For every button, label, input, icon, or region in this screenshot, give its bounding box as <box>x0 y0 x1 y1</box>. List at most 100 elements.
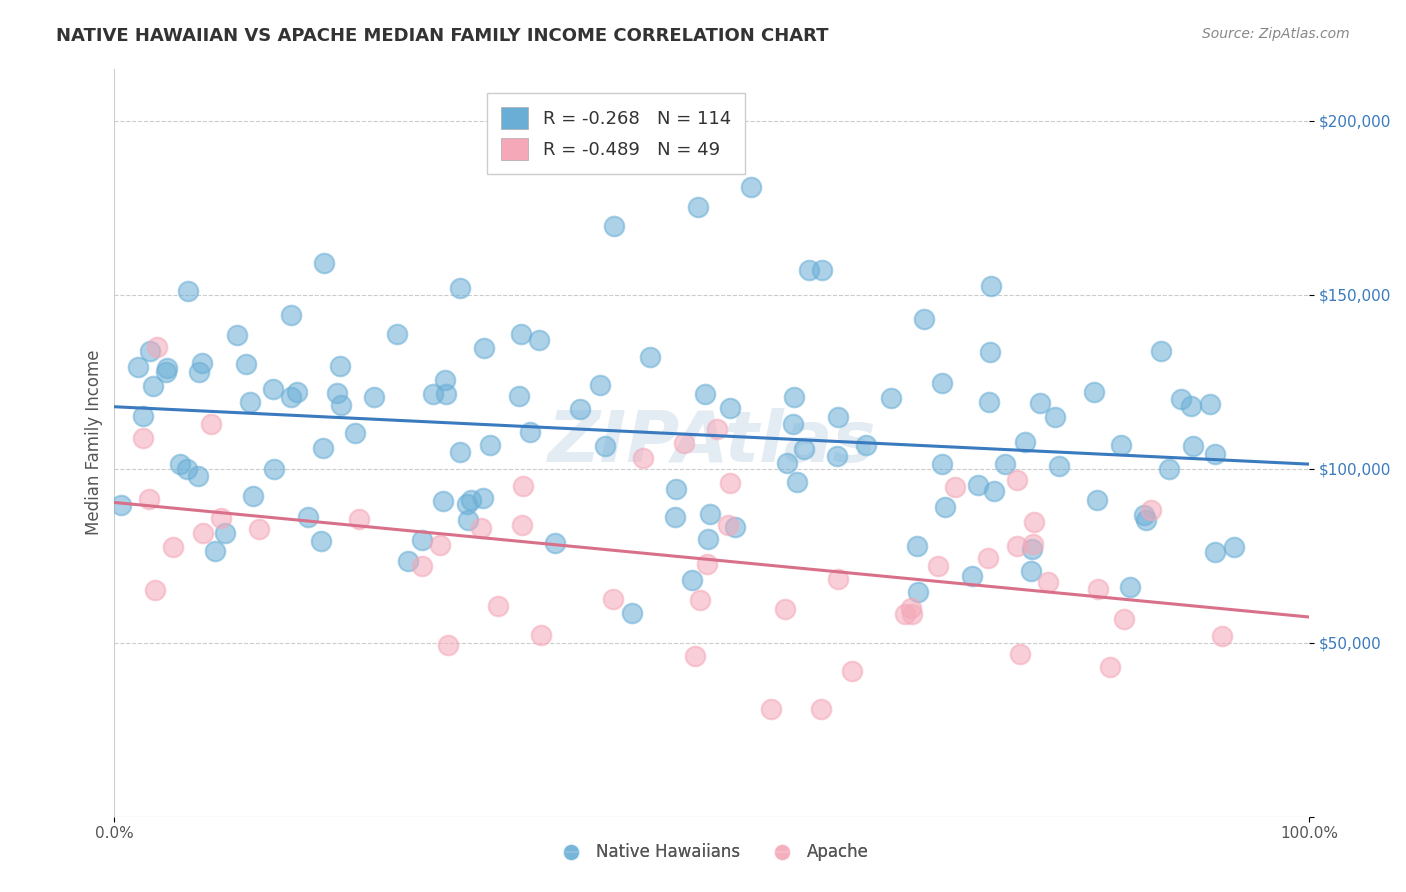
Native Hawaiians <box>460 492 482 507</box>
Apache <box>1022 537 1045 551</box>
Apache <box>512 518 534 533</box>
Native Hawaiians <box>139 343 162 358</box>
Native Hawaiians <box>169 457 191 471</box>
Apache <box>200 417 222 432</box>
Native Hawaiians <box>314 256 336 270</box>
Native Hawaiians <box>931 457 953 471</box>
Native Hawaiians <box>156 361 179 376</box>
Native Hawaiians <box>434 387 457 401</box>
Native Hawaiians <box>593 439 616 453</box>
Native Hawaiians <box>544 536 567 550</box>
Native Hawaiians <box>1085 492 1108 507</box>
Apache <box>1098 660 1121 674</box>
Apache <box>1211 629 1233 643</box>
Apache <box>718 475 741 490</box>
Native Hawaiians <box>263 462 285 476</box>
Native Hawaiians <box>363 390 385 404</box>
Native Hawaiians <box>510 326 533 341</box>
Native Hawaiians <box>110 498 132 512</box>
Native Hawaiians <box>177 284 200 298</box>
Native Hawaiians <box>1043 409 1066 424</box>
Native Hawaiians <box>786 475 808 490</box>
Native Hawaiians <box>297 510 319 524</box>
Native Hawaiians <box>783 390 806 404</box>
Native Hawaiians <box>411 533 433 548</box>
Native Hawaiians <box>1135 513 1157 527</box>
Y-axis label: Median Family Income: Median Family Income <box>86 350 103 535</box>
Native Hawaiians <box>387 327 409 342</box>
Native Hawaiians <box>155 365 177 379</box>
Native Hawaiians <box>994 458 1017 472</box>
Apache <box>193 525 215 540</box>
Apache <box>470 521 492 535</box>
Native Hawaiians <box>311 442 333 456</box>
Native Hawaiians <box>696 533 718 547</box>
Apache <box>683 648 706 663</box>
Native Hawaiians <box>638 350 661 364</box>
Native Hawaiians <box>1021 542 1043 557</box>
Native Hawaiians <box>262 382 284 396</box>
Native Hawaiians <box>457 513 479 527</box>
Apache <box>512 479 534 493</box>
Native Hawaiians <box>449 281 471 295</box>
Apache <box>1022 516 1045 530</box>
Apache <box>706 422 728 436</box>
Apache <box>411 558 433 573</box>
Native Hawaiians <box>681 573 703 587</box>
Native Hawaiians <box>191 356 214 370</box>
Native Hawaiians <box>980 278 1002 293</box>
Native Hawaiians <box>966 477 988 491</box>
Native Hawaiians <box>239 395 262 409</box>
Native Hawaiians <box>782 417 804 431</box>
Native Hawaiians <box>724 520 747 534</box>
Apache <box>827 572 849 586</box>
Apache <box>1036 574 1059 589</box>
Native Hawaiians <box>309 534 332 549</box>
Native Hawaiians <box>931 376 953 390</box>
Native Hawaiians <box>603 219 626 233</box>
Native Hawaiians <box>810 262 832 277</box>
Native Hawaiians <box>1047 458 1070 473</box>
Native Hawaiians <box>142 379 165 393</box>
Native Hawaiians <box>330 398 353 412</box>
Apache <box>436 639 458 653</box>
Native Hawaiians <box>187 469 209 483</box>
Native Hawaiians <box>396 554 419 568</box>
Native Hawaiians <box>1182 439 1205 453</box>
Text: ZIPAtlas: ZIPAtlas <box>547 408 876 477</box>
Apache <box>429 538 451 552</box>
Native Hawaiians <box>1149 344 1171 359</box>
Native Hawaiians <box>880 391 903 405</box>
Apache <box>530 628 553 642</box>
Native Hawaiians <box>472 341 495 355</box>
Native Hawaiians <box>344 426 367 441</box>
Text: NATIVE HAWAIIAN VS APACHE MEDIAN FAMILY INCOME CORRELATION CHART: NATIVE HAWAIIAN VS APACHE MEDIAN FAMILY … <box>56 27 828 45</box>
Native Hawaiians <box>242 489 264 503</box>
Native Hawaiians <box>1029 396 1052 410</box>
Apache <box>810 701 832 715</box>
Native Hawaiians <box>478 438 501 452</box>
Native Hawaiians <box>793 442 815 457</box>
Apache <box>841 664 863 678</box>
Native Hawaiians <box>718 401 741 415</box>
Native Hawaiians <box>519 425 541 439</box>
Native Hawaiians <box>1159 462 1181 476</box>
Apache <box>132 431 155 445</box>
Native Hawaiians <box>280 309 302 323</box>
Apache <box>977 551 1000 566</box>
Native Hawaiians <box>776 456 799 470</box>
Native Hawaiians <box>456 496 478 510</box>
Apache <box>696 558 718 572</box>
Native Hawaiians <box>529 333 551 347</box>
Native Hawaiians <box>855 437 877 451</box>
Native Hawaiians <box>127 359 149 374</box>
Native Hawaiians <box>1119 580 1142 594</box>
Native Hawaiians <box>825 449 848 463</box>
Native Hawaiians <box>1109 438 1132 452</box>
Native Hawaiians <box>433 373 456 387</box>
Native Hawaiians <box>280 390 302 404</box>
Apache <box>1007 473 1029 487</box>
Native Hawaiians <box>176 462 198 476</box>
Apache <box>247 522 270 536</box>
Native Hawaiians <box>907 585 929 599</box>
